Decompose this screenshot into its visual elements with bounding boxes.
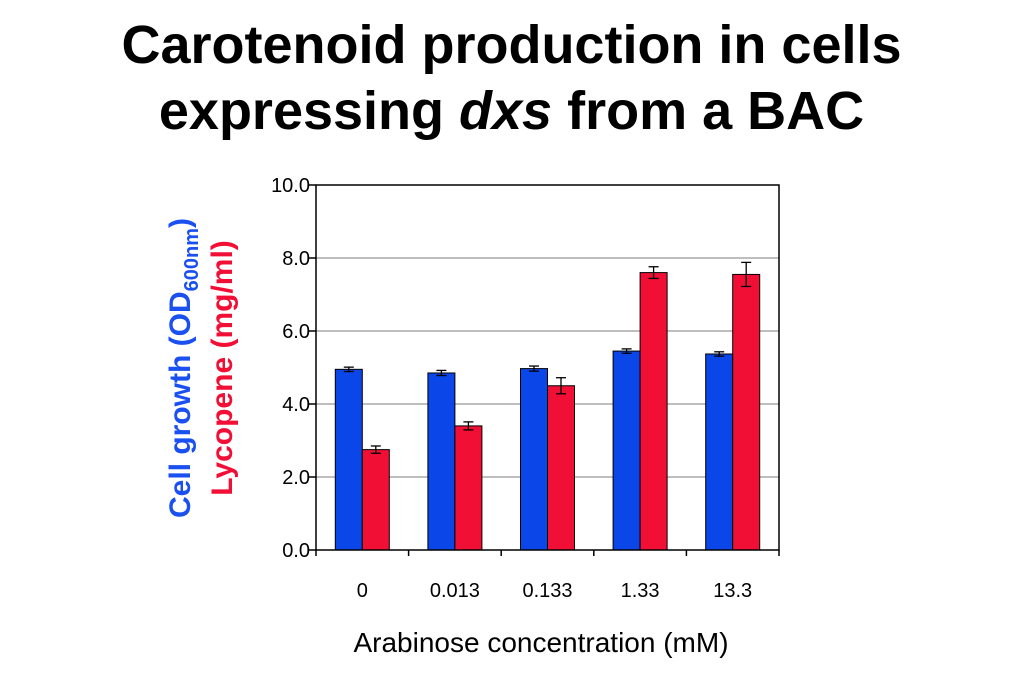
x-tick-label: 13.3 — [713, 580, 752, 602]
y-tick-label: 8.0 — [282, 248, 310, 270]
y-label-growth-main: Cell growth (OD — [164, 291, 197, 518]
chart-title: Carotenoid production in cells expressin… — [0, 12, 1023, 144]
y-axis-ticks: 0.0 2.0 4.0 6.0 8.0 10.0 — [271, 175, 316, 562]
x-tick-label: 0.133 — [522, 580, 572, 602]
y-tick-label: 4.0 — [282, 394, 310, 416]
bar — [334, 368, 363, 551]
title-gene-name: dxs — [459, 81, 553, 141]
bar — [454, 425, 483, 551]
bar — [361, 449, 390, 551]
y-tick-label: 0.0 — [282, 540, 310, 562]
bar — [612, 350, 641, 551]
y-tick-label: 10.0 — [271, 175, 310, 197]
title-line-2-pre: expressing — [158, 81, 460, 141]
title-line-2: expressing dxs from a BAC — [0, 78, 1023, 144]
y-label-growth-subscript: 600nm — [181, 228, 203, 291]
bar — [520, 368, 548, 551]
y-label-growth-close: ) — [164, 218, 197, 228]
y-axis-label-cell-growth: Cell growth (OD600nm) — [164, 218, 203, 518]
bar — [427, 372, 456, 551]
y-tick-label: 2.0 — [282, 467, 310, 489]
title-line-1: Carotenoid production in cells — [121, 15, 902, 75]
bar — [547, 385, 575, 551]
error-bars — [343, 261, 752, 454]
plot-frame — [315, 184, 780, 551]
y-axis-label-lycopene: Lycopene (mg/ml) — [206, 240, 239, 496]
title-line-2-post: from a BAC — [552, 81, 865, 141]
x-tick-label: 0 — [357, 580, 368, 602]
x-tick-label: 0.013 — [430, 580, 480, 602]
bars — [334, 272, 761, 551]
bar — [732, 273, 761, 551]
x-tick-label: 1.33 — [621, 580, 660, 602]
bar — [639, 272, 668, 551]
x-axis-label: Arabinose concentration (mM) — [353, 627, 728, 658]
y-tick-label: 6.0 — [282, 321, 310, 343]
bar — [705, 353, 734, 551]
x-axis-ticks: 0 0.013 0.133 1.33 13.3 — [315, 550, 780, 602]
